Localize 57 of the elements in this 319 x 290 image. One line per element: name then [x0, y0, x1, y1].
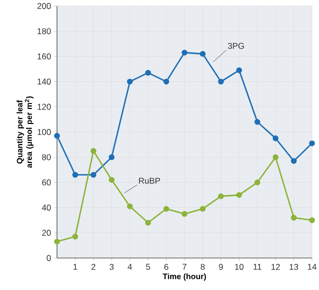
point — [272, 135, 278, 142]
point — [236, 67, 242, 74]
point — [309, 140, 315, 146]
x-tick-label: 9 — [218, 264, 223, 270]
x-tick-label: 3 — [110, 264, 114, 270]
y-tick-label: 200 — [37, 3, 51, 9]
y-tick-label: 20 — [42, 230, 51, 236]
x-tick-label: 1 — [74, 264, 78, 270]
point — [54, 132, 60, 139]
point — [182, 50, 188, 56]
y-tick-label: 60 — [42, 179, 51, 186]
point — [254, 180, 260, 186]
y-tick-label: 80 — [42, 154, 51, 160]
y-tick-label: 100 — [38, 129, 51, 135]
point — [236, 192, 242, 198]
point — [290, 214, 297, 221]
point — [182, 211, 188, 217]
point — [126, 78, 133, 84]
point — [200, 50, 206, 57]
x-tick-label: 12 — [272, 264, 280, 270]
x-tick-label: 14 — [308, 264, 316, 270]
point — [90, 148, 96, 154]
point — [254, 119, 260, 125]
x-tick-label: 4 — [128, 264, 132, 270]
x-tick-label: 2 — [91, 264, 96, 270]
x-tick-label: 11 — [254, 264, 262, 270]
y-tick-label: 40 — [42, 204, 51, 211]
point — [145, 220, 151, 226]
x-tick-label: 6 — [164, 264, 168, 270]
y-tick-label: 160 — [38, 53, 51, 60]
point — [108, 176, 115, 183]
y-tick-label: 0 — [46, 255, 51, 261]
point — [218, 193, 224, 200]
y-tick-label: 180 — [38, 28, 51, 34]
point — [145, 70, 151, 76]
x-tick-label: 8 — [200, 264, 205, 270]
y-tick-label: 140 — [38, 78, 51, 85]
x-tick-label: 5 — [146, 264, 150, 270]
point — [309, 217, 315, 224]
point — [72, 172, 78, 178]
point — [218, 78, 224, 84]
point — [290, 158, 297, 164]
point — [108, 154, 115, 160]
point — [72, 234, 78, 240]
point — [163, 78, 170, 84]
point — [90, 172, 96, 178]
text: RuBP — [139, 178, 160, 184]
x-tick-label: 10 — [235, 264, 244, 270]
text: 3PG — [228, 42, 244, 49]
point — [54, 238, 60, 245]
point — [163, 206, 170, 212]
point — [272, 154, 278, 160]
point — [126, 203, 133, 210]
x-tick-label: 7 — [182, 264, 186, 270]
y-tick-label: 120 — [38, 104, 51, 110]
point — [200, 206, 206, 212]
x-tick-label: 13 — [290, 264, 298, 270]
